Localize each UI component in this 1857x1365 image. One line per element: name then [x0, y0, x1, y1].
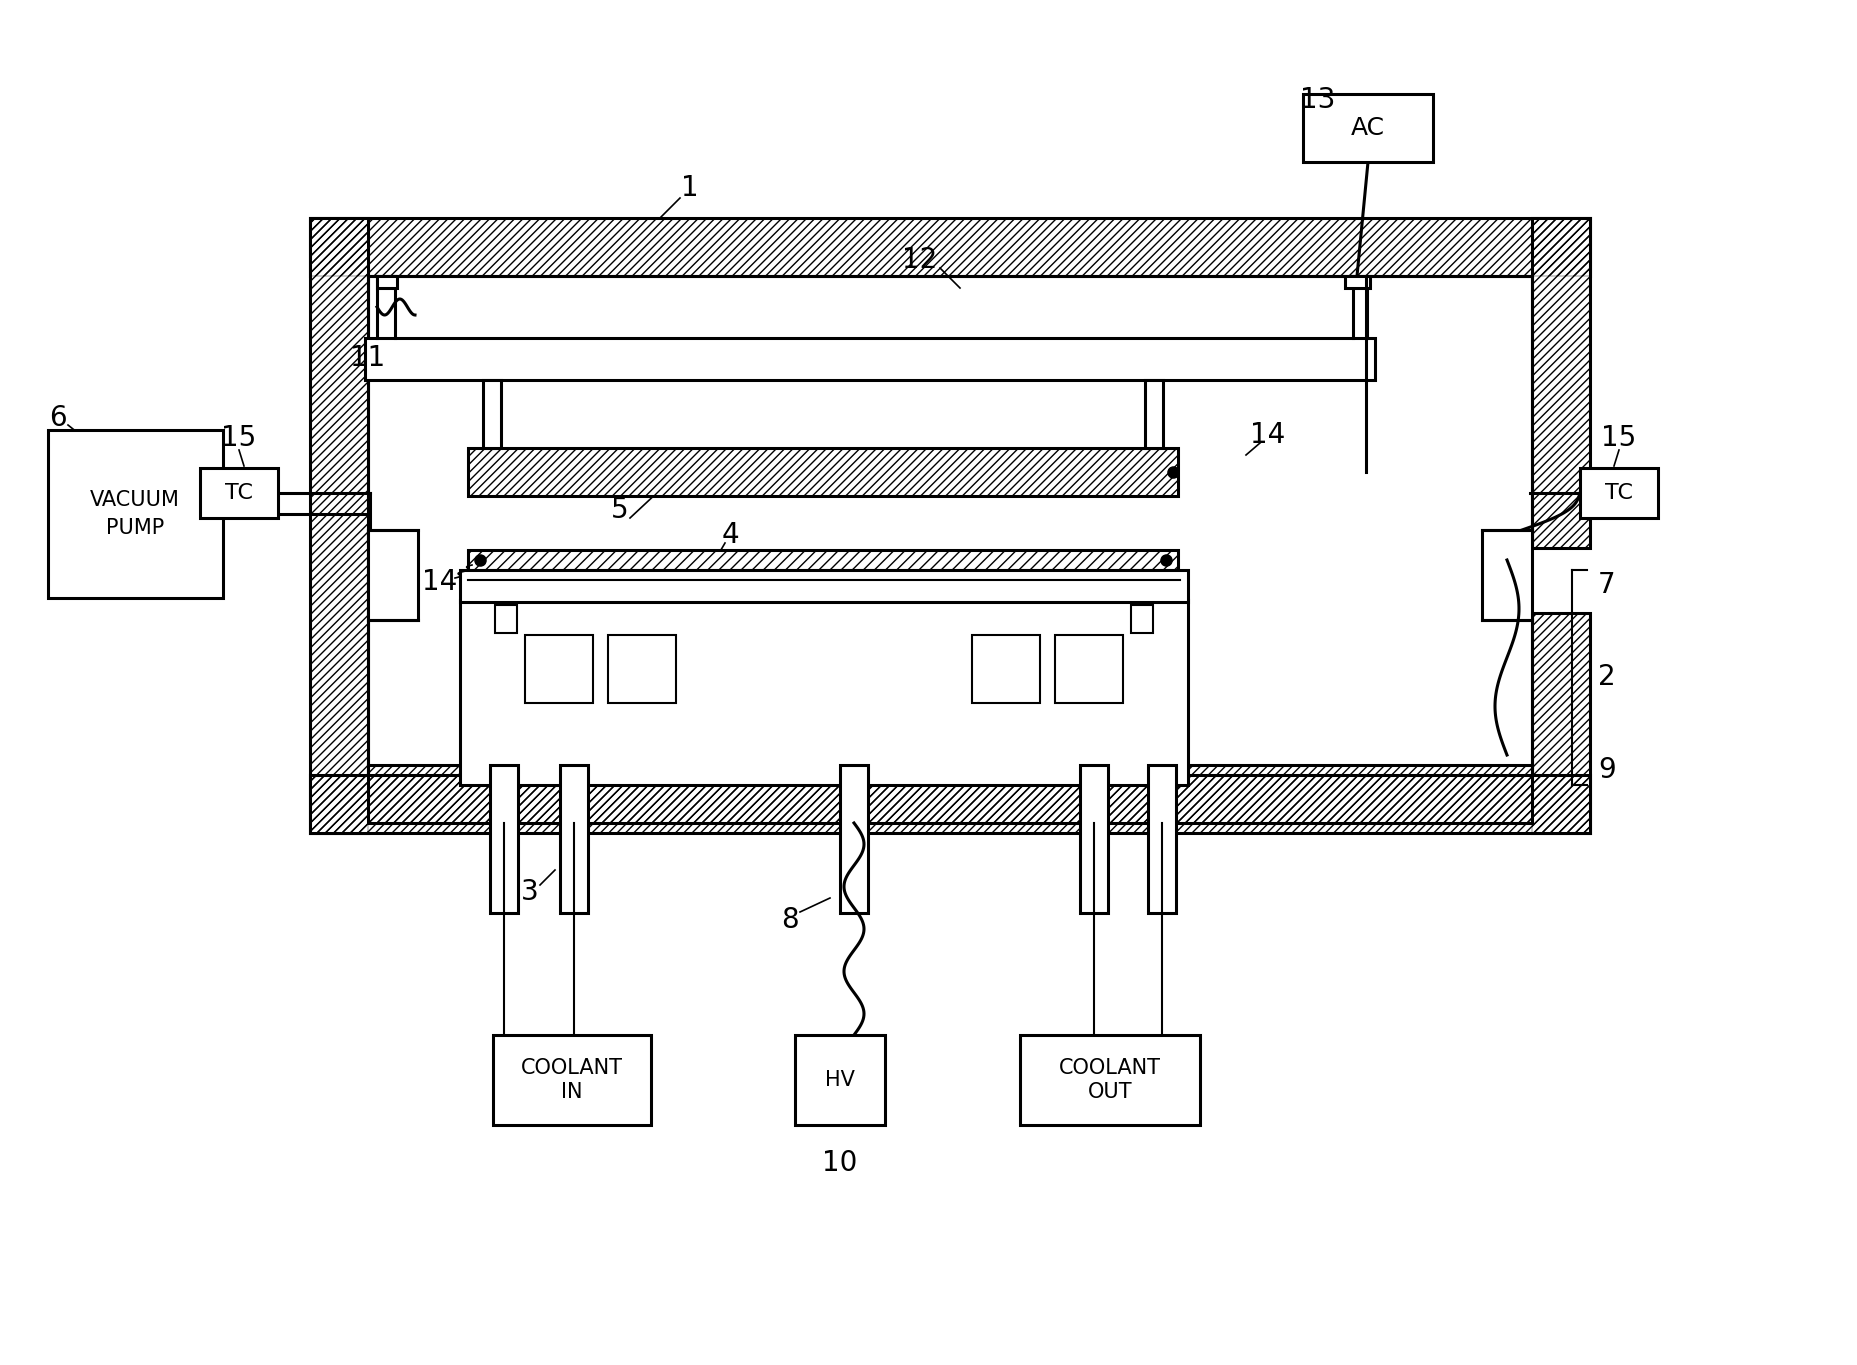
Bar: [461, 601, 1187, 785]
Text: 8: 8: [780, 906, 799, 934]
Text: 5: 5: [611, 495, 628, 524]
Bar: [310, 775, 1590, 833]
Text: VACUUM: VACUUM: [89, 490, 180, 511]
Bar: [839, 764, 867, 913]
Bar: [468, 448, 1177, 495]
Text: PUMP: PUMP: [106, 517, 163, 538]
Text: IN: IN: [561, 1082, 583, 1102]
Text: 2: 2: [1597, 663, 1616, 691]
Bar: [971, 635, 1040, 703]
Text: OUT: OUT: [1086, 1082, 1131, 1102]
Text: AC: AC: [1350, 116, 1383, 141]
Text: HV: HV: [825, 1070, 854, 1091]
Bar: [1532, 613, 1590, 833]
Text: 1: 1: [682, 173, 698, 202]
Bar: [494, 605, 516, 633]
Bar: [1344, 276, 1369, 288]
Bar: [310, 218, 368, 833]
Text: 10: 10: [823, 1149, 858, 1177]
Bar: [310, 775, 1590, 833]
Bar: [48, 430, 223, 598]
Bar: [310, 218, 1590, 276]
Bar: [1079, 764, 1107, 913]
Bar: [1532, 613, 1590, 833]
Text: COOLANT: COOLANT: [520, 1058, 622, 1078]
Bar: [468, 550, 1177, 571]
Bar: [483, 379, 501, 448]
Bar: [1482, 530, 1532, 620]
Bar: [490, 764, 518, 913]
Bar: [461, 571, 1187, 602]
Bar: [368, 530, 418, 620]
Bar: [1148, 764, 1175, 913]
Bar: [795, 1035, 884, 1125]
Text: 4: 4: [721, 521, 739, 549]
Bar: [368, 764, 1532, 823]
Bar: [1578, 468, 1656, 517]
Bar: [492, 1035, 650, 1125]
Text: 14: 14: [1250, 420, 1285, 449]
Text: 7: 7: [1597, 571, 1616, 599]
Bar: [1019, 1035, 1200, 1125]
Text: 14: 14: [422, 568, 457, 597]
Bar: [310, 218, 368, 833]
Text: TC: TC: [225, 483, 253, 502]
Text: 12: 12: [903, 246, 938, 274]
Text: 9: 9: [1597, 756, 1616, 784]
Text: 11: 11: [351, 344, 386, 373]
Bar: [1302, 94, 1432, 162]
Bar: [526, 635, 592, 703]
Bar: [468, 550, 1177, 571]
Text: 15: 15: [1601, 425, 1636, 452]
Text: COOLANT: COOLANT: [1058, 1058, 1161, 1078]
Bar: [377, 276, 397, 288]
Bar: [607, 635, 676, 703]
Bar: [468, 448, 1177, 495]
Text: 15: 15: [221, 425, 256, 452]
Bar: [1532, 218, 1590, 547]
Text: 3: 3: [520, 878, 539, 906]
Bar: [1144, 379, 1162, 448]
Bar: [364, 339, 1374, 379]
Bar: [1131, 605, 1153, 633]
Text: 13: 13: [1300, 86, 1335, 115]
Text: TC: TC: [1604, 483, 1632, 502]
Bar: [559, 764, 587, 913]
Bar: [201, 468, 279, 517]
Text: 6: 6: [48, 404, 67, 431]
Bar: [1055, 635, 1122, 703]
Bar: [310, 218, 1590, 276]
Bar: [1532, 218, 1590, 547]
Bar: [368, 764, 1532, 823]
